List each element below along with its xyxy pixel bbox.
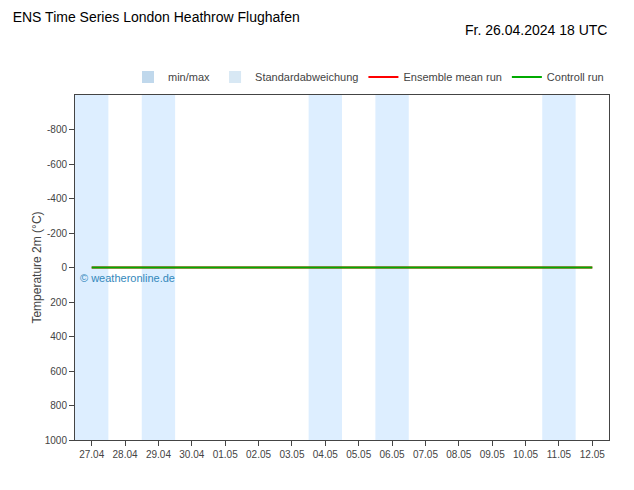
svg-text:0: 0 [61, 262, 67, 273]
svg-text:-200: -200 [47, 228, 67, 239]
svg-text:01.05: 01.05 [213, 449, 238, 460]
svg-text:-400: -400 [47, 193, 67, 204]
svg-text:07.05: 07.05 [413, 449, 438, 460]
svg-text:-800: -800 [47, 124, 67, 135]
svg-text:30.04: 30.04 [179, 449, 204, 460]
svg-text:800: 800 [50, 400, 67, 411]
svg-text:Ensemble mean run: Ensemble mean run [403, 71, 501, 83]
svg-text:-600: -600 [47, 159, 67, 170]
svg-text:10.05: 10.05 [513, 449, 538, 460]
svg-text:28.04: 28.04 [113, 449, 138, 460]
svg-text:1000: 1000 [45, 435, 68, 446]
svg-text:200: 200 [50, 297, 67, 308]
svg-text:min/max: min/max [168, 71, 210, 83]
svg-text:29.04: 29.04 [146, 449, 171, 460]
svg-text:05.05: 05.05 [346, 449, 371, 460]
svg-text:27.04: 27.04 [79, 449, 104, 460]
svg-text:02.05: 02.05 [246, 449, 271, 460]
svg-text:06.05: 06.05 [380, 449, 405, 460]
svg-text:12.05: 12.05 [580, 449, 605, 460]
svg-text:03.05: 03.05 [279, 449, 304, 460]
svg-text:04.05: 04.05 [313, 449, 338, 460]
svg-text:09.05: 09.05 [480, 449, 505, 460]
svg-text:400: 400 [50, 331, 67, 342]
svg-text:Controll run: Controll run [547, 71, 604, 83]
svg-text:600: 600 [50, 366, 67, 377]
svg-text:ENS Time Series London Heathro: ENS Time Series London Heathrow Flughafe… [13, 9, 300, 25]
svg-text:Temperature 2m (°C): Temperature 2m (°C) [30, 211, 44, 323]
svg-text:© weatheronline.de: © weatheronline.de [80, 272, 175, 284]
svg-text:11.05: 11.05 [547, 449, 572, 460]
svg-text:Fr. 26.04.2024 18 UTC: Fr. 26.04.2024 18 UTC [465, 22, 607, 38]
svg-text:Standardabweichung: Standardabweichung [255, 71, 358, 83]
svg-text:08.05: 08.05 [446, 449, 471, 460]
